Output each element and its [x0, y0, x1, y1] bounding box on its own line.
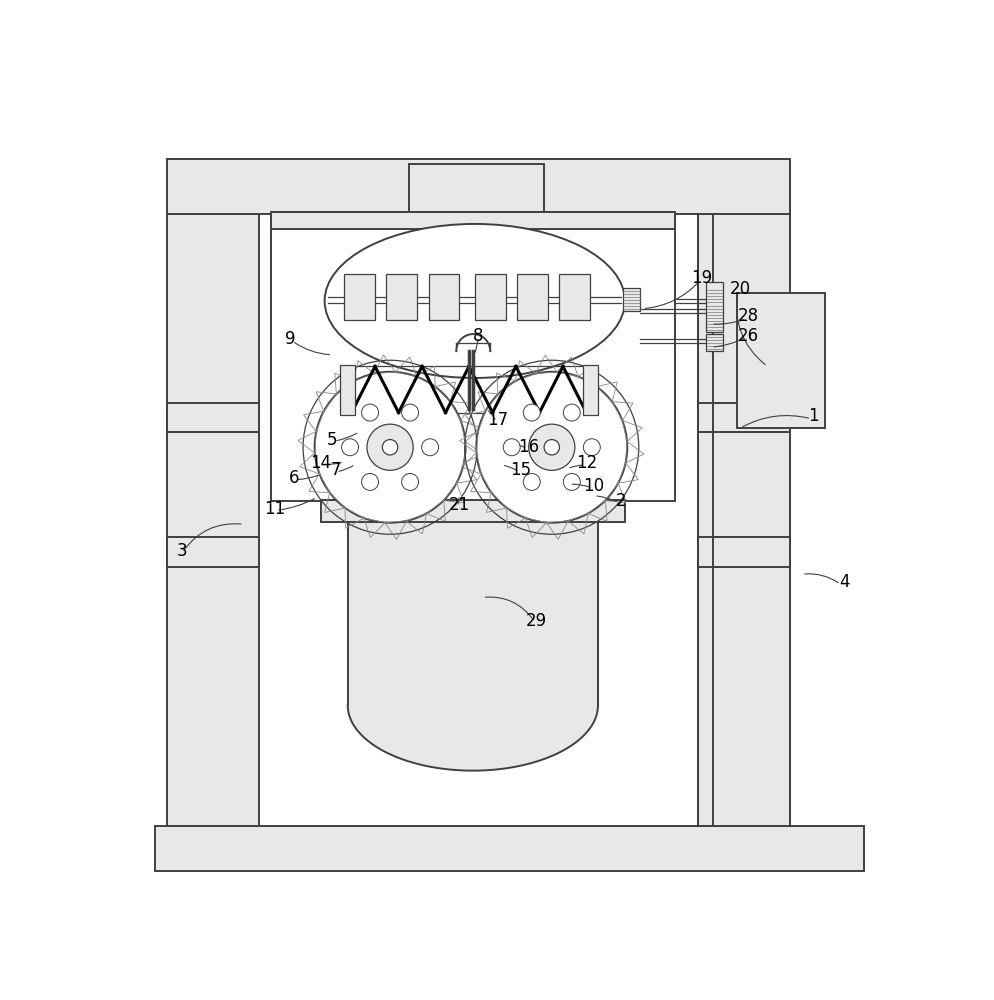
Bar: [387, 274, 417, 320]
Bar: [155, 826, 864, 871]
Text: 15: 15: [510, 461, 532, 479]
Text: 17: 17: [487, 411, 509, 429]
Ellipse shape: [325, 224, 625, 378]
Bar: [560, 274, 590, 320]
Bar: [698, 537, 790, 567]
Bar: [167, 403, 259, 432]
Bar: [475, 274, 506, 320]
Bar: [167, 537, 259, 567]
Text: 21: 21: [448, 496, 470, 514]
Circle shape: [544, 440, 560, 455]
Circle shape: [503, 439, 520, 456]
Text: 14: 14: [310, 454, 331, 472]
Bar: [517, 274, 548, 320]
Circle shape: [362, 404, 379, 421]
Circle shape: [564, 404, 580, 421]
Circle shape: [383, 440, 398, 455]
Bar: [344, 274, 375, 320]
Text: 28: 28: [738, 307, 758, 325]
Circle shape: [476, 372, 627, 523]
Bar: [706, 334, 723, 351]
Circle shape: [523, 473, 540, 490]
Text: 7: 7: [331, 461, 341, 479]
Text: 26: 26: [738, 327, 758, 345]
Bar: [270, 215, 675, 226]
Circle shape: [523, 404, 540, 421]
Polygon shape: [348, 522, 598, 771]
Text: 4: 4: [839, 573, 850, 591]
Text: 12: 12: [576, 454, 597, 472]
Text: 3: 3: [177, 542, 188, 560]
Text: 1: 1: [808, 407, 819, 425]
Bar: [167, 159, 790, 214]
Circle shape: [402, 473, 418, 490]
Bar: [698, 214, 790, 826]
Text: 6: 6: [288, 469, 299, 487]
Text: 2: 2: [615, 492, 626, 510]
Bar: [428, 274, 459, 320]
Circle shape: [342, 439, 359, 456]
Bar: [698, 403, 790, 432]
Circle shape: [529, 424, 575, 470]
Circle shape: [315, 372, 465, 523]
Circle shape: [362, 473, 379, 490]
Text: 20: 20: [730, 280, 751, 298]
Bar: [321, 500, 625, 522]
Text: 10: 10: [583, 477, 604, 495]
Bar: [410, 164, 544, 214]
Bar: [270, 212, 675, 501]
Text: 16: 16: [518, 438, 539, 456]
Text: 11: 11: [264, 500, 285, 518]
Bar: [167, 214, 259, 826]
Text: 8: 8: [473, 327, 484, 345]
Circle shape: [583, 439, 600, 456]
Bar: [623, 288, 640, 311]
Circle shape: [421, 439, 438, 456]
Circle shape: [402, 404, 418, 421]
Circle shape: [367, 424, 414, 470]
Text: 5: 5: [327, 431, 338, 449]
Bar: [340, 365, 356, 415]
Bar: [737, 293, 825, 428]
Bar: [706, 282, 723, 332]
Bar: [582, 365, 598, 415]
Text: 29: 29: [526, 611, 547, 630]
Text: 19: 19: [692, 269, 713, 287]
Circle shape: [564, 473, 580, 490]
Bar: [270, 212, 675, 229]
Text: 9: 9: [284, 330, 295, 348]
